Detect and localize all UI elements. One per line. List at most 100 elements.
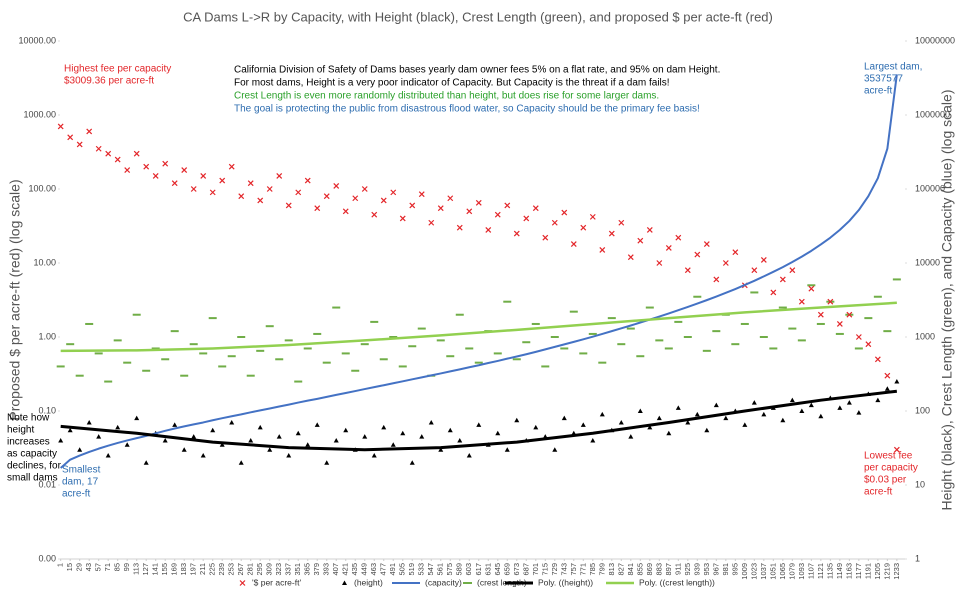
x-tick-label: 589: [455, 563, 464, 576]
crest-marker: [360, 343, 369, 346]
fee-marker: [732, 249, 739, 256]
y2-tick-label: 1000: [915, 331, 935, 341]
fee-marker: [608, 230, 615, 237]
fee-marker: [865, 341, 872, 348]
crest-marker: [313, 332, 322, 335]
height-marker: [314, 422, 320, 427]
height-marker: [875, 397, 881, 403]
fee-marker: [371, 211, 378, 218]
height-marker: [675, 405, 681, 410]
legend-marker: [463, 582, 472, 584]
crest-marker: [436, 339, 445, 342]
height-marker: [495, 430, 501, 436]
height-marker: [761, 411, 767, 417]
annotation: declines, for: [7, 461, 62, 472]
height-marker: [105, 453, 111, 458]
crest-marker: [550, 336, 559, 338]
crest-marker: [731, 343, 740, 346]
height-marker: [115, 424, 121, 430]
y-tick-label: 1000.00: [23, 109, 56, 119]
fee-marker: [133, 150, 140, 157]
fee-marker: [285, 202, 292, 209]
crest-marker: [237, 336, 246, 338]
fee-marker: [152, 173, 159, 179]
fee-marker: [504, 202, 511, 209]
fee-marker: [798, 298, 805, 305]
crest-marker: [161, 358, 170, 361]
height-marker: [894, 379, 900, 384]
series: [58, 379, 900, 465]
fee-marker: [295, 189, 302, 196]
crest-marker: [503, 300, 512, 303]
series-line: [60, 301, 897, 353]
fee-marker: [276, 173, 283, 179]
legend-swatch: [463, 582, 472, 584]
x-tick-label: 561: [436, 563, 445, 576]
height-marker: [86, 419, 92, 425]
y2-tick-label: 10: [915, 479, 925, 489]
height-marker: [751, 400, 757, 405]
crest-marker: [892, 278, 901, 281]
x-tick-label: 1191: [863, 563, 872, 579]
y-tick-label: 0.01: [38, 479, 56, 489]
legend-label: Poly. ((height)): [538, 577, 593, 587]
fee-marker: [428, 219, 435, 226]
fee-marker: [893, 446, 900, 453]
legend-marker: [239, 580, 246, 586]
crest-marker: [75, 374, 84, 377]
x-tick-label: 1065: [778, 563, 787, 580]
crest-marker: [104, 380, 113, 383]
height-marker: [371, 453, 377, 458]
crest-marker: [142, 369, 151, 372]
height-marker: [229, 419, 235, 425]
legend-label: '$ per acre-ft': [252, 577, 301, 587]
y-tick-label: 100.00: [28, 183, 56, 193]
fee-marker: [314, 205, 321, 212]
x-tick-label: 29: [75, 563, 84, 571]
fee-marker: [162, 160, 169, 167]
height-marker: [77, 447, 83, 452]
height-marker: [333, 437, 339, 443]
height-marker: [295, 430, 301, 436]
crest-marker: [493, 352, 502, 355]
height-marker: [409, 460, 415, 465]
x-tick-label: 1149: [835, 563, 844, 579]
fee-marker: [266, 186, 273, 192]
fee-marker: [409, 202, 416, 209]
height-marker: [618, 419, 624, 425]
fee-marker: [751, 267, 758, 274]
y2-axis-title: Height (black), Crest Length (green), an…: [939, 90, 955, 511]
annotation: small dams: [7, 473, 58, 484]
x-tick-label: 225: [208, 563, 217, 576]
height-marker: [818, 413, 824, 419]
crest-marker: [123, 361, 132, 364]
fee-marker: [551, 219, 558, 226]
height-marker: [428, 419, 434, 425]
fee-marker: [247, 180, 254, 187]
crest-marker: [702, 349, 711, 352]
fee-marker: [779, 276, 786, 283]
y2-tick-label: 100: [915, 405, 930, 415]
crest-marker: [189, 343, 198, 346]
fee-marker: [884, 372, 891, 379]
y-tick-label: 10.00: [33, 257, 56, 267]
x-tick-label: 169: [170, 563, 179, 576]
x-tick-label: 197: [189, 563, 198, 576]
x-tick-label: 463: [369, 563, 378, 576]
fee-marker: [523, 215, 530, 222]
height-marker: [637, 408, 643, 413]
x-tick-label: 1163: [844, 563, 853, 579]
crest-marker: [569, 310, 578, 313]
crest-marker: [455, 313, 464, 316]
x-tick-label: 981: [721, 563, 730, 576]
crest-marker: [256, 349, 265, 352]
legend-swatch: [239, 580, 246, 586]
height-marker: [124, 442, 130, 447]
height-marker: [599, 411, 605, 417]
height-marker: [267, 447, 273, 452]
crest-marker: [170, 330, 179, 333]
x-tick-label: 337: [284, 563, 293, 576]
legend-item: (capacity): [392, 577, 462, 587]
height-marker: [286, 453, 292, 458]
crest-marker: [778, 306, 787, 309]
